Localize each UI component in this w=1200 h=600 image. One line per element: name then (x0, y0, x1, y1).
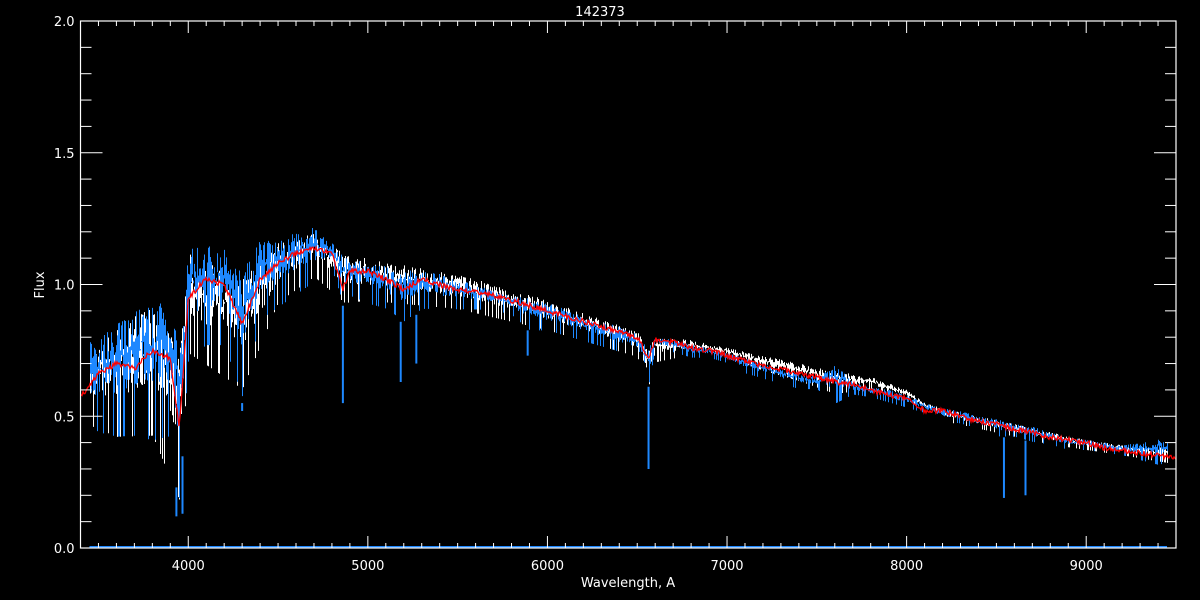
x-tick-label: 6000 (531, 559, 564, 574)
chart-title: 142373 (575, 5, 625, 20)
data-layer (80, 228, 1177, 548)
y-tick-label: 0.5 (54, 410, 75, 425)
x-tick-label: 4000 (172, 559, 205, 574)
observed-spectrum-white (90, 234, 1168, 500)
y-tick-label: 0.0 (54, 542, 75, 557)
y-tick-label: 2.0 (54, 15, 75, 30)
x-tick-label: 8000 (890, 559, 923, 574)
x-tick-label: 7000 (710, 559, 743, 574)
y-tick-label: 1.5 (54, 147, 75, 162)
x-tick-label: 9000 (1070, 559, 1103, 574)
y-axis-label: Flux (33, 271, 48, 298)
axes (79, 20, 1177, 549)
x-tick-label: 5000 (351, 559, 384, 574)
y-tick-label: 1.0 (54, 279, 75, 294)
tick-labels: 4000 5000 6000 7000 8000 9000 0.0 0.5 1.0 1.5 2.0 (54, 15, 1103, 574)
model-spectrum-red (80, 244, 1177, 462)
observed-spectrum-blue (90, 228, 1168, 498)
x-axis-label: Wavelength, A (581, 576, 675, 591)
